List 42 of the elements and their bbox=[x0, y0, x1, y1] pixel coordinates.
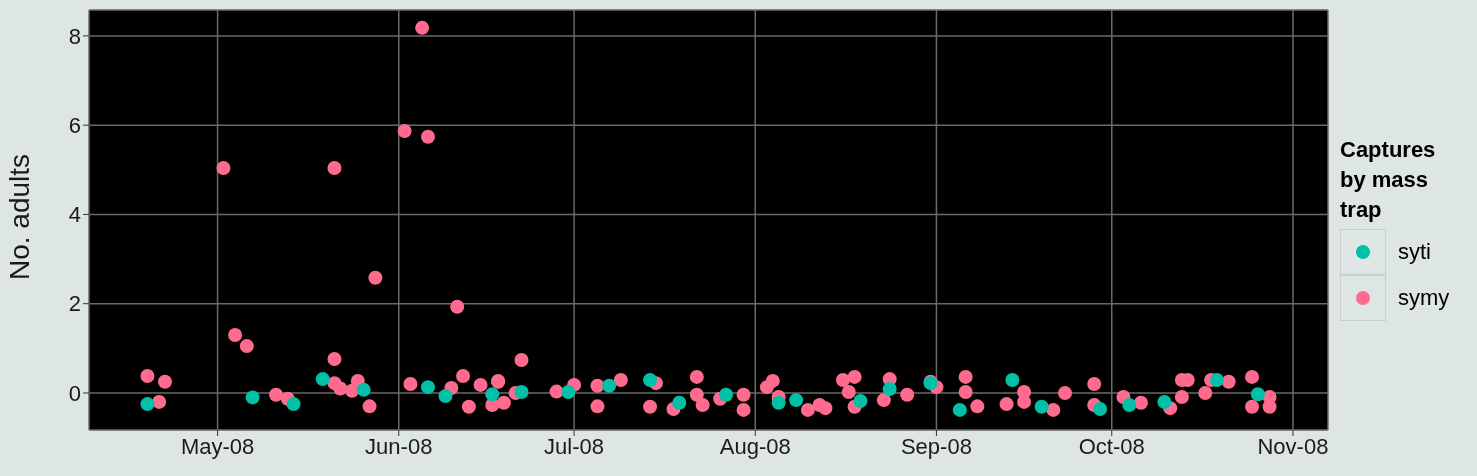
point bbox=[853, 393, 868, 408]
point bbox=[1005, 373, 1020, 388]
legend-title: Captures by mass trap bbox=[1340, 136, 1437, 224]
point bbox=[719, 387, 734, 402]
point bbox=[882, 381, 897, 396]
point bbox=[602, 378, 617, 393]
point bbox=[140, 397, 155, 412]
point bbox=[245, 390, 260, 405]
point bbox=[420, 380, 435, 395]
point bbox=[514, 385, 529, 400]
y-axis-title: No. adults bbox=[3, 153, 35, 280]
y-tick-label: 8 bbox=[68, 23, 81, 49]
point bbox=[1034, 399, 1049, 414]
x-tick-label: Jul-08 bbox=[544, 433, 605, 459]
x-tick-label: Sep-08 bbox=[900, 433, 972, 459]
y-tick-label: 0 bbox=[68, 380, 81, 406]
legend-label: syti bbox=[1398, 239, 1431, 265]
point bbox=[672, 395, 687, 410]
y-tick-label: 4 bbox=[68, 202, 81, 228]
point bbox=[438, 389, 453, 404]
point bbox=[315, 372, 330, 387]
point bbox=[1209, 373, 1224, 388]
point bbox=[1157, 394, 1172, 409]
point bbox=[286, 397, 301, 412]
y-tick-label: 2 bbox=[68, 291, 81, 317]
point bbox=[485, 387, 500, 402]
point bbox=[1093, 402, 1108, 417]
x-tick-label: Jun-08 bbox=[365, 433, 433, 459]
point bbox=[1250, 387, 1265, 402]
x-tick-label: Nov-08 bbox=[1257, 433, 1329, 459]
legend-label: symy bbox=[1398, 285, 1450, 311]
point bbox=[1122, 398, 1137, 413]
x-tick-label: Aug-08 bbox=[719, 433, 791, 459]
point bbox=[789, 393, 804, 408]
point bbox=[952, 402, 967, 417]
point bbox=[643, 373, 658, 388]
point bbox=[771, 395, 786, 410]
x-tick-label: Oct-08 bbox=[1078, 433, 1145, 459]
x-tick-label: May-08 bbox=[180, 433, 255, 459]
point bbox=[561, 385, 576, 400]
y-tick-label: 6 bbox=[68, 112, 81, 138]
point bbox=[356, 382, 371, 397]
